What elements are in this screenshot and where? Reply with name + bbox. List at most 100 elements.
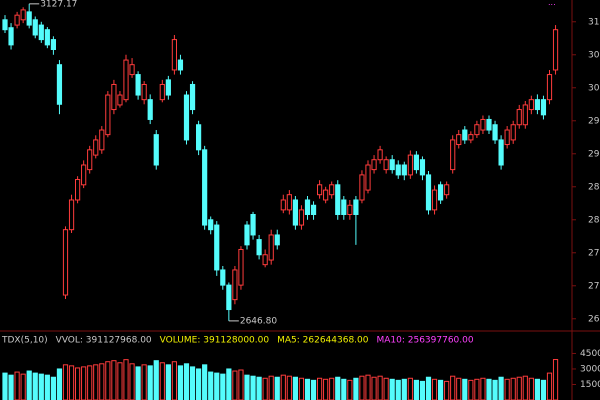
candle-body: [492, 124, 498, 141]
volume-bar: [208, 371, 214, 400]
candle-body: [347, 204, 353, 215]
volume-bar: [38, 373, 44, 400]
volume-bar: [226, 368, 232, 400]
volume-bar: [419, 380, 426, 400]
volume-bar: [105, 361, 111, 400]
y-tick-label: 2750: [588, 248, 600, 258]
candle-body: [395, 164, 401, 176]
volume-bar: [129, 363, 135, 400]
candle-body: [32, 19, 38, 36]
volume-bar: [323, 378, 329, 400]
indicator-label: MA5: 262644368.00: [277, 336, 369, 346]
candle-body: [93, 139, 99, 156]
candle-body: [99, 129, 105, 151]
volume-bar: [546, 372, 553, 400]
candle-body: [431, 189, 438, 211]
candle-body: [292, 199, 298, 226]
volume-bar: [280, 374, 286, 400]
volume-bar: [371, 376, 377, 400]
volume-bar: [177, 365, 184, 400]
candle-body: [256, 239, 262, 256]
volume-bar: [522, 375, 528, 400]
candle-body: [153, 134, 159, 166]
volume-bar: [256, 376, 262, 400]
volume-bar: [123, 359, 129, 400]
candle-body: [135, 74, 141, 96]
candle-body: [540, 99, 547, 116]
volume-bar: [516, 376, 522, 400]
volume-bar: [20, 373, 26, 400]
candle-body: [510, 124, 516, 141]
candle-body: [480, 118, 486, 131]
candle-body: [111, 83, 117, 111]
indicator-label: TDX(5,10): [1, 336, 48, 346]
candle-body: [329, 184, 335, 196]
volume-bar: [147, 365, 153, 400]
volume-bar: [528, 377, 534, 400]
volume-bar: [183, 363, 190, 400]
volume-bar: [189, 366, 196, 400]
candle-body: [38, 24, 44, 41]
candle-body: [552, 29, 559, 71]
volume-bar: [262, 377, 268, 400]
volume-bar: [2, 372, 8, 400]
volume-bar: [480, 377, 486, 400]
min-label: 2646.80: [240, 316, 277, 326]
volume-bar: [153, 360, 159, 400]
candle-body: [208, 219, 214, 231]
volume-bar: [389, 378, 395, 400]
candle-body: [456, 134, 462, 146]
volume-bar: [62, 364, 69, 400]
volume-bar: [220, 373, 226, 400]
candle-body: [371, 159, 377, 171]
candle-body: [117, 94, 123, 106]
candle-body: [341, 199, 347, 215]
volume-bar: [68, 365, 75, 400]
candle-body: [141, 83, 147, 101]
volume-bar: [359, 375, 365, 400]
candle-body: [486, 118, 492, 131]
y-tick-label: 3100: [588, 17, 600, 27]
volume-bar: [377, 375, 383, 400]
volume-bar: [56, 368, 63, 400]
volume-bar: [407, 377, 413, 400]
candle-body: [44, 29, 50, 46]
volume-bar: [540, 379, 547, 400]
y-tick-label: 3050: [588, 50, 600, 60]
candle-body: [81, 164, 87, 186]
candle-body: [504, 129, 510, 146]
candle-body: [450, 139, 456, 171]
volume-bar: [274, 376, 280, 400]
volume-bar: [438, 379, 444, 400]
volume-bar: [238, 369, 244, 400]
candle-body: [401, 164, 407, 176]
volume-bar: [462, 378, 468, 400]
volume-bar: [534, 378, 540, 400]
candle-body: [165, 79, 171, 96]
candle-body: [26, 11, 32, 26]
candle-body: [377, 149, 383, 161]
indicator-label: VOLUME: 391128000.00: [160, 336, 270, 346]
volume-bar: [413, 379, 419, 400]
volume-bar: [165, 364, 171, 400]
candle-body: [183, 94, 190, 141]
candle-body: [20, 9, 26, 21]
volume-bar: [456, 377, 462, 400]
max-label: 3127.17: [40, 0, 77, 9]
candle-body: [298, 209, 305, 226]
volume-bar: [395, 379, 401, 400]
volume-bar: [347, 379, 353, 400]
volume-bar: [335, 376, 341, 400]
volume-bar: [383, 377, 389, 400]
volume-bar: [81, 366, 87, 400]
volume-bar: [244, 374, 250, 400]
menu-dots: ···: [548, 1, 556, 10]
y-tick-label: 2800: [588, 215, 600, 225]
candle-body: [171, 39, 178, 71]
y-tick-label: 2850: [588, 182, 600, 192]
volume-bar: [492, 379, 498, 400]
candle-body: [323, 189, 329, 201]
candle-body: [335, 184, 341, 216]
candle-body: [444, 184, 450, 196]
